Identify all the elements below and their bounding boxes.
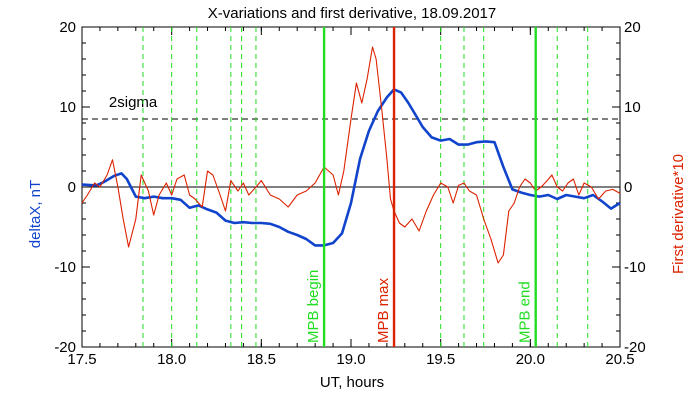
y-tick-label-left: -20	[54, 339, 76, 356]
x-tick-label: 20.0	[516, 351, 545, 368]
threshold-label: 2sigma	[109, 94, 158, 111]
x-tick-label: 18.0	[157, 351, 186, 368]
event-label: MPB end	[517, 281, 534, 343]
y-axis-label-left: deltaX, nT	[27, 180, 44, 248]
y-tick-label-right: 10	[624, 99, 641, 116]
x-axis-label: UT, hours	[320, 374, 384, 391]
event-label: MPB begin	[305, 270, 322, 343]
y-tick-label-right: -10	[624, 259, 646, 276]
chart-title: X-variations and first derivative, 18.09…	[208, 5, 497, 22]
event-label: MPB max	[375, 277, 392, 343]
deltax-series-line	[81, 88, 621, 247]
derivative-series-line	[81, 46, 621, 264]
x-tick-label: 19.0	[336, 351, 365, 368]
y-tick-label-left: 10	[59, 99, 76, 116]
y-tick-label-right: 20	[624, 19, 641, 36]
y-tick-label-left: 0	[68, 179, 76, 196]
y-tick-label-left: -10	[54, 259, 76, 276]
x-tick-label: 20.5	[605, 351, 634, 368]
y-axis-label-right: First derivative*10	[670, 154, 687, 274]
y-tick-label-right: 0	[624, 179, 632, 196]
y-tick-label-right: -20	[624, 339, 646, 356]
x-tick-label: 18.5	[247, 351, 276, 368]
plot-area: 17.5 18.0 18.5 19.0 19.5 20.0 20.5 20 10 0 -10 -20 2…	[54, 19, 645, 368]
x-tick-label: 19.5	[426, 351, 455, 368]
x-tick-label: 17.5	[67, 351, 96, 368]
y-tick-label-left: 20	[59, 19, 76, 36]
